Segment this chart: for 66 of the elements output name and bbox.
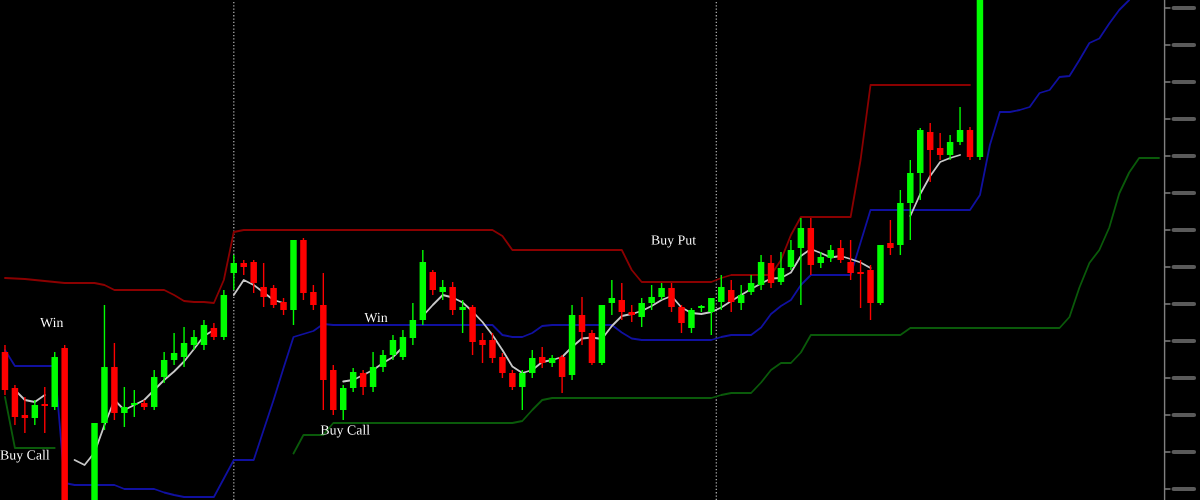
candlestick bbox=[946, 134, 954, 161]
candlestick bbox=[260, 262, 267, 308]
candlestick bbox=[558, 354, 566, 394]
candlestick bbox=[31, 399, 39, 426]
annotation: Buy Call bbox=[320, 424, 370, 438]
candlestick bbox=[21, 396, 29, 434]
candlestick bbox=[121, 386, 128, 428]
candlestick bbox=[389, 334, 397, 361]
candlestick bbox=[489, 332, 496, 364]
candlestick bbox=[409, 302, 417, 346]
candlestick bbox=[608, 279, 616, 316]
candlestick bbox=[230, 254, 238, 291]
candlestick bbox=[160, 351, 168, 384]
candlestick bbox=[190, 329, 198, 351]
candlestick bbox=[797, 217, 805, 306]
candlestick bbox=[787, 239, 795, 271]
candlestick bbox=[459, 299, 466, 334]
candlestick bbox=[180, 326, 188, 368]
candlestick bbox=[936, 132, 944, 161]
candlestick bbox=[379, 349, 387, 373]
candlestick bbox=[618, 282, 626, 321]
candlestick bbox=[887, 219, 894, 256]
candlestick bbox=[678, 304, 685, 334]
candlestick bbox=[349, 367, 357, 393]
candlestick bbox=[688, 307, 695, 334]
candlestick bbox=[509, 369, 516, 391]
candlestick bbox=[777, 251, 785, 286]
candlestick bbox=[767, 254, 775, 289]
candlestick bbox=[857, 259, 864, 309]
candlestick bbox=[270, 284, 277, 309]
annotation: Buy Put bbox=[651, 235, 697, 248]
candlestick bbox=[250, 259, 257, 294]
candlestick bbox=[170, 332, 178, 366]
candlestick bbox=[847, 239, 854, 281]
candlestick bbox=[747, 274, 755, 296]
candlestick bbox=[439, 279, 446, 301]
candlestick bbox=[728, 279, 735, 313]
candlestick bbox=[837, 239, 844, 264]
candlestick bbox=[479, 332, 486, 364]
candlestick bbox=[926, 122, 934, 183]
candlestick bbox=[638, 297, 645, 328]
candlestick bbox=[519, 369, 526, 411]
candlestick bbox=[499, 352, 506, 379]
candlestick bbox=[340, 384, 347, 421]
candlestick bbox=[737, 284, 745, 311]
candlestick bbox=[429, 269, 436, 296]
candlestick bbox=[369, 351, 377, 393]
candlestick bbox=[708, 297, 715, 336]
candlestick bbox=[359, 369, 367, 396]
candlestick bbox=[529, 349, 536, 379]
candlestick bbox=[757, 254, 765, 291]
candlestick bbox=[399, 329, 407, 361]
candlestick bbox=[41, 386, 48, 434]
candlestick bbox=[668, 282, 675, 313]
candlestick bbox=[538, 346, 546, 369]
candlestick bbox=[956, 106, 964, 146]
candlestick bbox=[200, 319, 208, 351]
annotation: Win bbox=[364, 312, 388, 323]
candlestick bbox=[578, 296, 586, 346]
candlestick bbox=[648, 284, 655, 311]
candlestick bbox=[449, 281, 456, 316]
candlestick bbox=[310, 284, 317, 311]
candlestick bbox=[131, 389, 138, 418]
candlestick bbox=[718, 274, 725, 311]
annotation: Buy Call bbox=[0, 449, 50, 463]
annotation: Win bbox=[40, 317, 64, 328]
